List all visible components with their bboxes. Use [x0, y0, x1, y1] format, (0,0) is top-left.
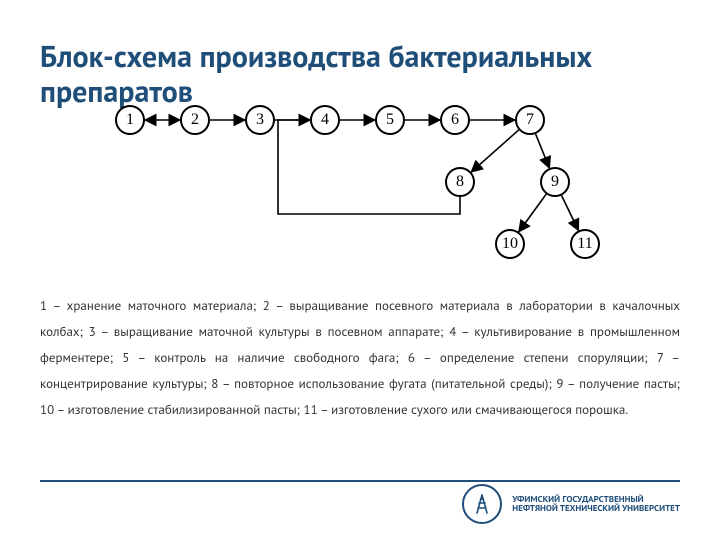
node-8: 8 [445, 167, 475, 197]
node-1: 1 [115, 105, 145, 135]
edge-n9-n10 [519, 194, 546, 232]
node-3: 3 [245, 105, 275, 135]
page-title: Блок-схема производства бактериальных пр… [40, 40, 680, 109]
edge-n7-n9 [536, 134, 550, 168]
node-6: 6 [440, 105, 470, 135]
footer-logo: УФИМСКИЙ ГОСУДАРСТВЕННЫЙ НЕФТЯНОЙ ТЕХНИЧ… [462, 484, 680, 524]
node-11: 11 [570, 229, 600, 259]
node-2: 2 [180, 105, 210, 135]
node-9: 9 [540, 167, 570, 197]
node-5: 5 [375, 105, 405, 135]
university-name: УФИМСКИЙ ГОСУДАРСТВЕННЫЙ НЕФТЯНОЙ ТЕХНИЧ… [512, 495, 680, 514]
flowchart: 1 2 3 4 5 6 7 8 9 10 11 [90, 102, 610, 262]
edge-n9-n11 [562, 196, 579, 231]
derrick-icon [462, 484, 502, 524]
node-7: 7 [515, 105, 545, 135]
university-line2: НЕФТЯНОЙ ТЕХНИЧЕСКИЙ УНИВЕРСИТЕТ [512, 503, 680, 514]
footer-divider [40, 480, 680, 482]
edge-n8-n4 [278, 120, 460, 214]
node-10: 10 [495, 229, 525, 259]
edge-n7-n8 [471, 130, 519, 172]
node-4: 4 [310, 105, 340, 135]
legend-text: 1 – хранение маточного материала; 2 – вы… [40, 293, 680, 423]
